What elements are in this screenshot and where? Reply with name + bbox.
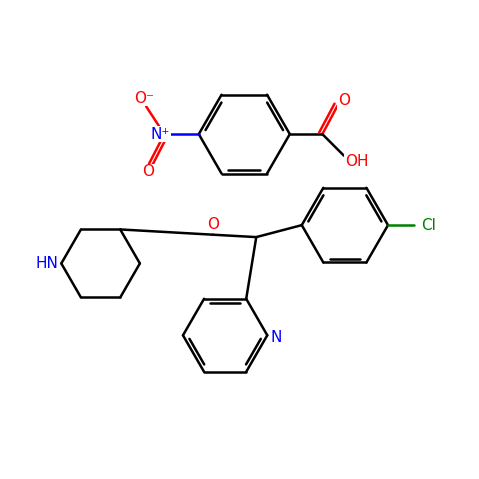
Text: Cl: Cl (421, 217, 436, 233)
Text: O: O (142, 164, 154, 180)
Text: O⁻: O⁻ (134, 91, 154, 106)
Text: O: O (207, 217, 219, 232)
Text: N: N (270, 330, 282, 345)
Text: HN: HN (35, 256, 58, 271)
Text: O: O (338, 93, 350, 108)
Text: OH: OH (345, 154, 369, 169)
Text: N⁺: N⁺ (151, 126, 170, 142)
